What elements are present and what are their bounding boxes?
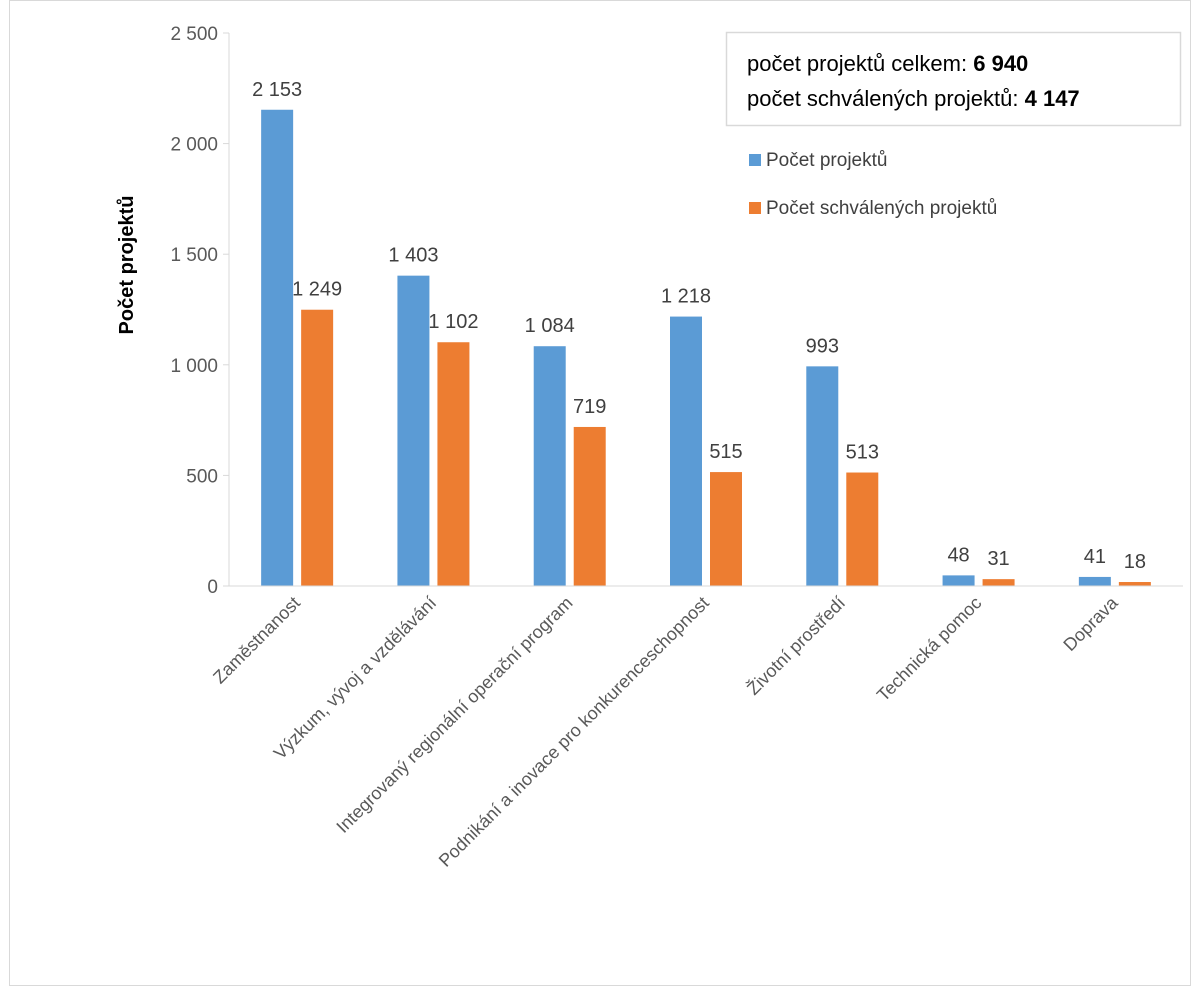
bar-approved (301, 309, 334, 586)
data-label-approved: 513 (846, 442, 879, 464)
bar-approved (982, 579, 1015, 586)
data-label-approved: 515 (709, 441, 742, 463)
data-label-total: 1 218 (661, 286, 711, 308)
data-label-total: 48 (947, 544, 969, 566)
data-label-approved: 1 102 (428, 311, 478, 333)
bar-total (1078, 576, 1111, 586)
y-axis-title: Počet projektů (116, 196, 138, 335)
bar-total (261, 109, 294, 586)
legend-label-approved: Počet schválených projektů (766, 198, 997, 219)
y-axis: 0 500 1 000 1 500 2 000 2 500 (170, 24, 230, 598)
data-label-approved: 719 (573, 396, 606, 418)
data-label-total: 993 (806, 335, 839, 357)
bar-approved (437, 342, 470, 586)
legend-swatch-approved (749, 202, 761, 214)
data-label-total: 1 403 (388, 245, 438, 267)
bar-approved (846, 472, 879, 586)
bar-approved (710, 472, 742, 586)
y-tick-label: 2 000 (170, 135, 218, 156)
y-tick-label: 1 000 (170, 356, 218, 377)
data-label-total: 41 (1084, 546, 1106, 568)
summary-total-text: počet projektů celkem: 6 940 (747, 51, 1028, 76)
legend-label-total: Počet projektů (766, 150, 887, 171)
data-label-approved: 31 (987, 548, 1009, 570)
bar-approved (1118, 582, 1151, 586)
y-tick-label: 2 500 (170, 24, 218, 45)
summary-approved-text: počet schválených projektů: 4 147 (747, 86, 1080, 111)
legend: Počet projektů Počet schválených projekt… (749, 150, 997, 219)
summary-total-value: 6 940 (973, 51, 1028, 76)
bar-approved (573, 426, 606, 586)
y-tick-label: 500 (186, 466, 218, 487)
data-label-approved: 18 (1124, 551, 1146, 573)
summary-box: počet projektů celkem: 6 940 počet schvá… (725, 31, 1182, 127)
data-label-total: 1 084 (525, 315, 575, 337)
bar-total (533, 346, 566, 586)
bar-total (942, 575, 975, 586)
summary-box-frame (725, 31, 1182, 127)
summary-total-label: počet projektů celkem: (747, 51, 973, 76)
bar-total (670, 316, 702, 586)
bar-total (397, 275, 430, 586)
bars: 2 153 1 249 1 403 1 102 1 084 719 1 218 515 993 5… (252, 79, 1151, 586)
summary-approved-value: 4 147 (1025, 86, 1080, 111)
summary-approved-label: počet schválených projektů: (747, 86, 1025, 111)
legend-swatch-total (749, 154, 761, 166)
data-label-total: 2 153 (252, 79, 302, 101)
y-tick-label: 1 500 (170, 245, 218, 266)
bar-total (806, 366, 839, 586)
data-label-approved: 1 249 (292, 279, 342, 301)
y-tick-label: 0 (207, 577, 218, 598)
